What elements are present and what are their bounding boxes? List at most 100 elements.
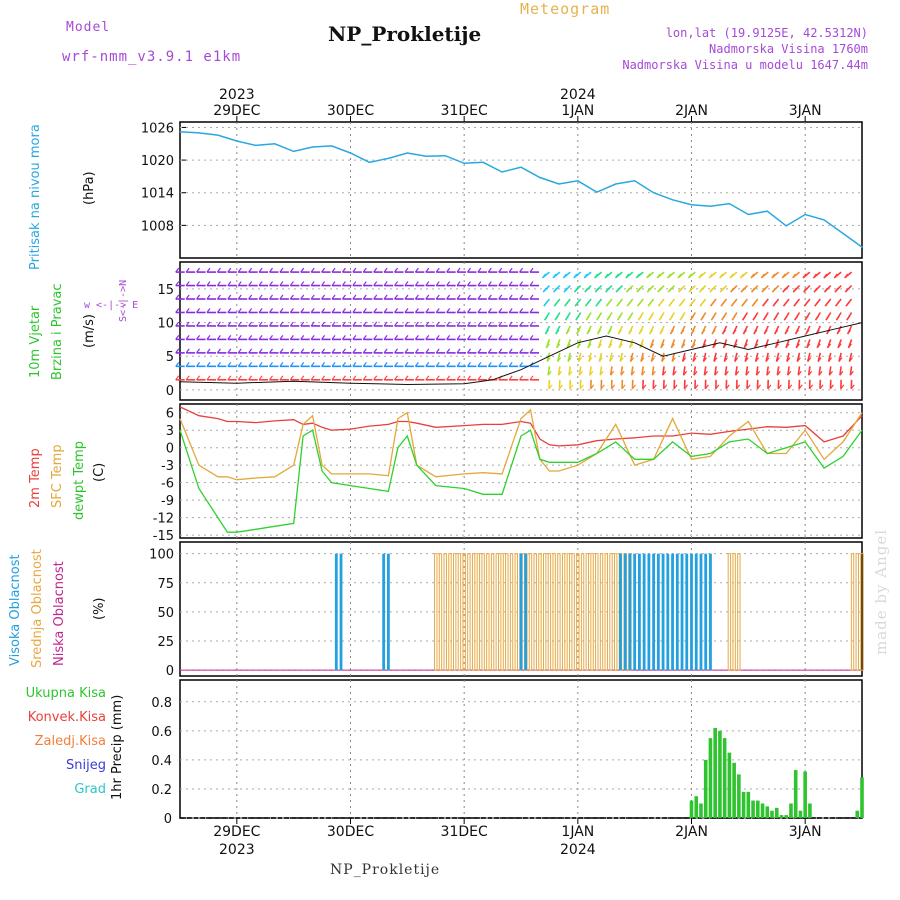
wind-barb-feather bbox=[605, 287, 610, 293]
wind-barb-feather bbox=[487, 294, 492, 300]
wind-barb bbox=[755, 366, 759, 376]
wind-barb-feather bbox=[710, 315, 715, 321]
wind-barb-feather bbox=[636, 287, 641, 293]
wind-barb-feather bbox=[237, 348, 242, 354]
wind-barb-feather bbox=[585, 301, 590, 307]
top-day-label: 1JAN bbox=[561, 103, 594, 119]
wind-barb-feather bbox=[529, 348, 534, 354]
bottom-day-label: 30DEC bbox=[327, 824, 374, 840]
cloud-high-bar bbox=[671, 553, 674, 671]
top-year-label: 2023 bbox=[219, 87, 255, 103]
wind-barb-feather bbox=[383, 321, 388, 327]
cloud-mid-bar bbox=[514, 553, 518, 671]
wind-barb-feather bbox=[594, 287, 599, 293]
top-day-label: 29DEC bbox=[213, 103, 260, 119]
wind-barb-feather bbox=[657, 287, 662, 293]
wind-barb-feather bbox=[553, 287, 558, 293]
wind-barb-feather bbox=[767, 384, 772, 390]
cloud-high-bar bbox=[382, 553, 386, 671]
precip-total-bar bbox=[694, 796, 699, 818]
wind-barb bbox=[745, 366, 749, 376]
wind-barb-feather bbox=[598, 357, 603, 362]
wind-barb-feather bbox=[772, 301, 777, 307]
wind-barb bbox=[734, 366, 738, 376]
wind-barb bbox=[672, 366, 676, 376]
wind-barb-feather bbox=[547, 370, 552, 376]
pressure-point bbox=[747, 213, 749, 216]
wind-barb-feather bbox=[175, 308, 180, 313]
wind-barb-feather bbox=[435, 361, 440, 367]
wind-barb-feather bbox=[575, 315, 580, 321]
precip-total-bar bbox=[770, 810, 774, 818]
wind-barb bbox=[766, 366, 770, 376]
wind-barb-feather bbox=[755, 357, 760, 362]
bottom-year-label: 2024 bbox=[560, 842, 596, 858]
legend-total-rain: Ukupna Kisa bbox=[25, 686, 106, 701]
wind-barb-feather bbox=[227, 361, 232, 367]
wind-barb-feather bbox=[279, 361, 284, 367]
wind-barb-feather bbox=[614, 273, 619, 279]
wind-barb-feather bbox=[615, 287, 620, 293]
cloud-mid-bar bbox=[855, 553, 859, 671]
wind-barb-feather bbox=[175, 321, 180, 327]
wind-barb-feather bbox=[626, 301, 631, 307]
wind-barb-feather bbox=[659, 329, 664, 335]
wind-barb-feather bbox=[248, 335, 253, 340]
wind-barb-feather bbox=[689, 301, 694, 307]
pressure-point bbox=[671, 199, 674, 201]
wind-barb-feather bbox=[529, 335, 534, 340]
wind-barb-feather bbox=[216, 281, 221, 286]
wind-barb bbox=[630, 366, 634, 376]
wind-barb-feather bbox=[331, 281, 336, 286]
top-day-label: 31DEC bbox=[441, 103, 488, 119]
wind-barb-feather bbox=[487, 267, 492, 273]
cloud-mid-bar bbox=[576, 553, 580, 671]
legend-convective-rain: Konvek.Kisa bbox=[27, 710, 106, 725]
wind-barb-feather bbox=[519, 308, 524, 313]
wind-barb-feather bbox=[508, 281, 513, 286]
wind-barb-feather bbox=[446, 308, 451, 313]
wind-barb-feather bbox=[383, 267, 388, 273]
precip-total-bar bbox=[751, 800, 755, 818]
wind-barb-feather bbox=[508, 308, 513, 313]
wind-barb-feather bbox=[394, 321, 399, 327]
cloud-mid-bar bbox=[850, 553, 855, 671]
wind-barb-feather bbox=[414, 267, 419, 273]
pressure-point bbox=[368, 161, 371, 163]
wind-barb-feather bbox=[667, 287, 672, 293]
wind-barb-feather bbox=[519, 361, 524, 367]
wind-barb bbox=[703, 366, 707, 376]
wind-barb-feather bbox=[776, 370, 781, 376]
wind-barb-feather bbox=[761, 287, 766, 293]
wind-barb-feather bbox=[595, 301, 600, 307]
wind-barb-feather bbox=[435, 348, 440, 354]
wind-barb-feather bbox=[848, 343, 852, 349]
wind-barb bbox=[568, 366, 572, 376]
wind-barb-feather bbox=[508, 321, 513, 327]
wind-barb-feather bbox=[321, 281, 326, 286]
wind-barb-feather bbox=[310, 281, 315, 286]
wind-barb-feather bbox=[640, 357, 645, 362]
wind-barb-feather bbox=[596, 315, 601, 321]
cloud-high-bar bbox=[694, 553, 698, 671]
wind-barb-feather bbox=[477, 321, 482, 327]
precip-total-bar bbox=[732, 762, 736, 818]
wind-barb-feather bbox=[683, 370, 688, 376]
pressure-point bbox=[690, 204, 693, 206]
precip-total-bar bbox=[718, 730, 722, 818]
pressure-line bbox=[179, 131, 863, 248]
wind-barb-feather bbox=[618, 343, 623, 349]
cloud-mid-bar bbox=[590, 553, 594, 671]
cloud-mid-bar bbox=[533, 553, 537, 671]
wind-barb-feather bbox=[840, 384, 845, 390]
wind-barb-feather bbox=[720, 301, 725, 307]
wind-barb-feather bbox=[734, 357, 739, 362]
wind-barb-feather bbox=[362, 335, 367, 340]
wind-barb-feather bbox=[610, 370, 615, 376]
wind-barb-feather bbox=[741, 301, 746, 307]
pressure-tick-label: 1020 bbox=[141, 154, 174, 169]
wind-barb-feather bbox=[604, 273, 609, 279]
wind-barb-feather bbox=[383, 294, 388, 300]
cloud-tick-label: 0 bbox=[166, 664, 174, 679]
wind-barb bbox=[609, 366, 613, 376]
